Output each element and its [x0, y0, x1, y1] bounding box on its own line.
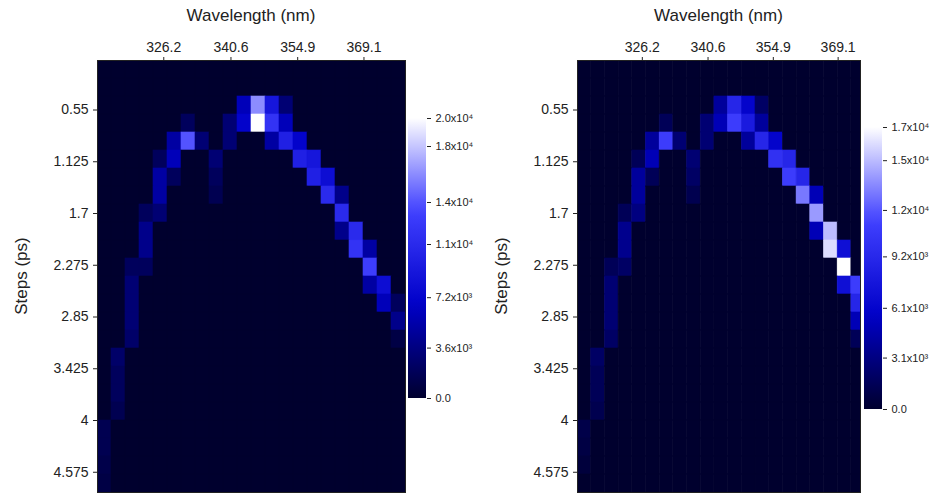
svg-text:340.6: 340.6	[213, 39, 248, 55]
svg-text:0.55: 0.55	[61, 101, 88, 117]
svg-text:1.2x10⁴: 1.2x10⁴	[892, 204, 930, 216]
svg-text:6.1x10³: 6.1x10³	[892, 302, 929, 314]
html-text:Wavelength (nm): Wavelength (nm)	[186, 6, 316, 25]
svg-text:1.7: 1.7	[549, 205, 569, 221]
html-text:Steps (ps): Steps (ps)	[492, 237, 511, 315]
svg-text:1.1x10⁴: 1.1x10⁴	[436, 238, 474, 250]
svg-text:9.2x10³: 9.2x10³	[892, 250, 929, 262]
svg-text:0.0: 0.0	[892, 403, 907, 415]
svg-text:326.2: 326.2	[625, 39, 660, 55]
svg-text:340.6: 340.6	[691, 39, 726, 55]
svg-text:2.85: 2.85	[61, 308, 88, 324]
svg-text:2.275: 2.275	[533, 257, 568, 273]
svg-text:4: 4	[81, 412, 89, 428]
svg-text:1.7: 1.7	[69, 205, 89, 221]
html-text:Steps (ps): Steps (ps)	[12, 237, 31, 315]
svg-text:3.1x10³: 3.1x10³	[892, 352, 929, 364]
svg-text:1.125: 1.125	[53, 153, 88, 169]
svg-text:1.5x10⁴: 1.5x10⁴	[892, 154, 930, 166]
svg-text:0.0: 0.0	[436, 392, 451, 404]
svg-text:1.125: 1.125	[533, 153, 568, 169]
svg-text:326.2: 326.2	[146, 39, 181, 55]
svg-text:2.85: 2.85	[541, 308, 568, 324]
svg-text:4: 4	[561, 412, 569, 428]
html-text:Wavelength (nm): Wavelength (nm)	[654, 6, 783, 25]
svg-text:7.2x10³: 7.2x10³	[436, 291, 473, 303]
svg-text:354.9: 354.9	[756, 39, 791, 55]
svg-text:3.425: 3.425	[53, 360, 88, 376]
svg-text:2.0x10⁴: 2.0x10⁴	[436, 112, 474, 124]
svg-text:1.8x10⁴: 1.8x10⁴	[436, 140, 474, 152]
svg-text:369.1: 369.1	[821, 39, 856, 55]
svg-text:2.275: 2.275	[53, 257, 88, 273]
svg-text:354.9: 354.9	[280, 39, 315, 55]
svg-text:0.55: 0.55	[541, 101, 568, 117]
svg-text:369.1: 369.1	[346, 39, 381, 55]
svg-text:4.575: 4.575	[53, 464, 88, 480]
svg-text:3.425: 3.425	[533, 360, 568, 376]
svg-text:1.4x10⁴: 1.4x10⁴	[436, 196, 474, 208]
svg-text:3.6x10³: 3.6x10³	[436, 342, 473, 354]
svg-text:1.7x10⁴: 1.7x10⁴	[892, 121, 930, 133]
svg-text:4.575: 4.575	[533, 464, 568, 480]
